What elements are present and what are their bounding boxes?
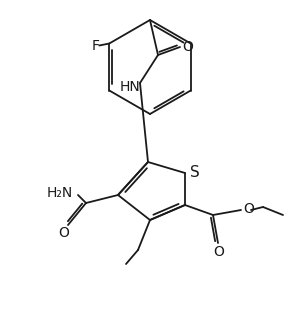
Text: S: S (190, 164, 200, 180)
Text: O: O (58, 226, 70, 240)
Text: O: O (244, 202, 255, 216)
Text: H₂N: H₂N (47, 186, 73, 200)
Text: O: O (183, 40, 194, 54)
Text: HN: HN (120, 80, 141, 94)
Text: O: O (213, 245, 224, 259)
Text: F: F (91, 39, 99, 53)
